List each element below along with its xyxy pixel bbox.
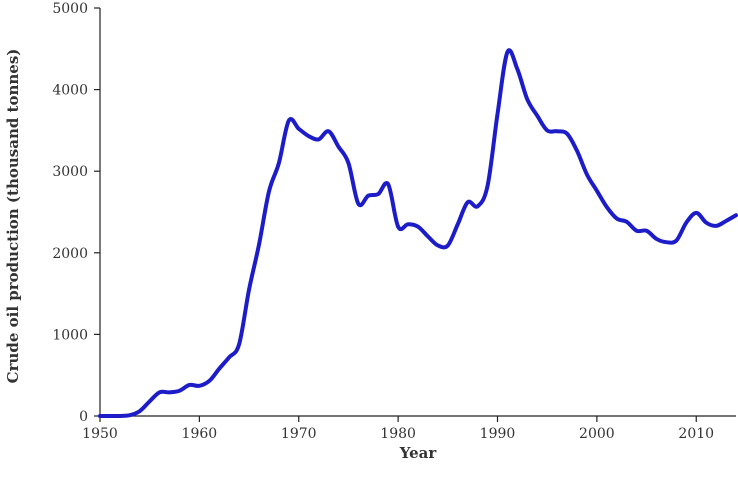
y-tick-label: 4000 xyxy=(52,83,88,99)
y-tick-label: 3000 xyxy=(52,164,88,180)
axes xyxy=(99,8,736,417)
x-tick-label: 2000 xyxy=(579,426,615,442)
x-axis-title: Year xyxy=(399,444,438,462)
y-tick-label: 5000 xyxy=(52,1,88,17)
y-tick-label: 1000 xyxy=(52,327,88,343)
series-layer xyxy=(98,48,738,419)
y-axis-title: Crude oil production (thousand tonnes) xyxy=(4,49,22,384)
x-tick-label: 1960 xyxy=(182,426,218,442)
series-line xyxy=(98,48,738,419)
x-tick-label: 1980 xyxy=(380,426,416,442)
y-tick-label: 0 xyxy=(79,409,88,425)
x-tick-label: 1970 xyxy=(281,426,317,442)
y-tick-label: 2000 xyxy=(52,246,88,262)
x-tick-label: 1990 xyxy=(480,426,516,442)
x-ticks: 1950 1960 1970 1980 1990 2000 2010 xyxy=(82,416,714,442)
x-tick-label: 1950 xyxy=(82,426,118,442)
x-tick-label: 2010 xyxy=(678,426,714,442)
y-ticks: 0 1000 2000 3000 4000 5000 xyxy=(52,1,100,425)
